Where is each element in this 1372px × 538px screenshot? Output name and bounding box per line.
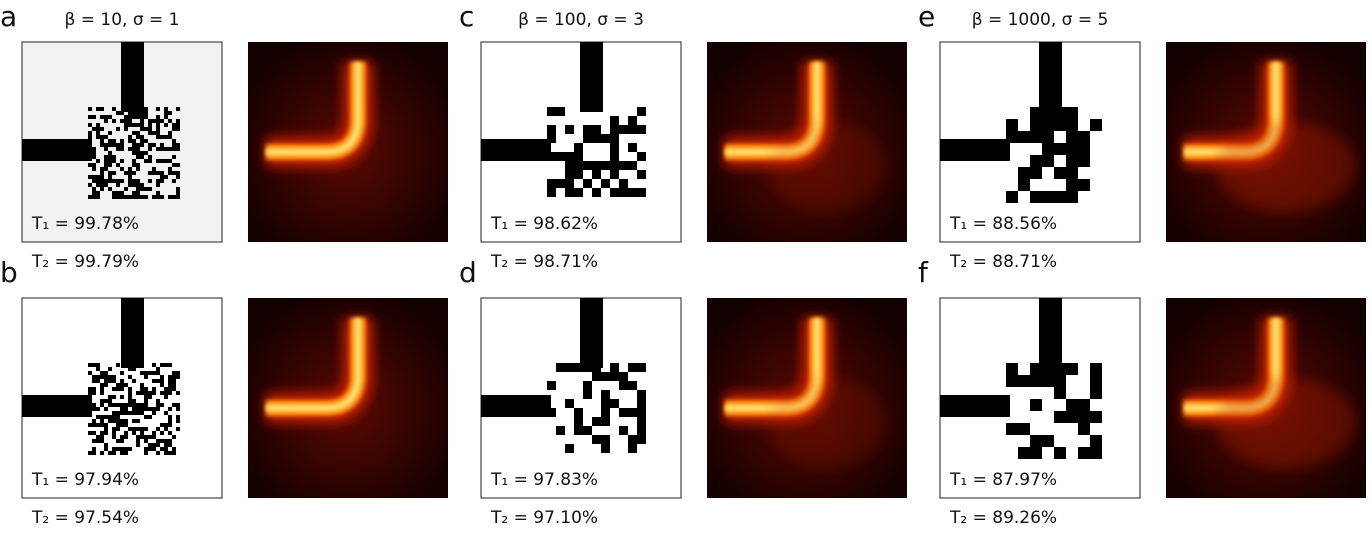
panel-label: f: [918, 256, 929, 289]
t1-label: T₁ = 99.78%: [31, 214, 139, 234]
panel-label: d: [459, 256, 477, 289]
t1-label: T₁ = 98.62%: [490, 214, 598, 234]
t2-label: T₂ = 98.71%: [490, 252, 598, 272]
panel-title: β = 10, σ = 1: [65, 10, 180, 30]
field-image: [248, 298, 448, 498]
field-image: [707, 298, 907, 498]
design-image: T₁ = 97.83%: [480, 297, 682, 499]
panel: b T₁ = 97.94% T₂ = 97.54%: [0, 256, 448, 528]
panel: a β = 10, σ = 1 T₁ = 99.78% T₂ = 99.79%: [0, 0, 448, 272]
t1-label: T₁ = 97.83%: [490, 470, 598, 490]
t1-label: T₁ = 87.97%: [949, 470, 1057, 490]
panel: e β = 1000, σ = 5 T₁ = 88.56% T₂ = 88.71%: [918, 0, 1366, 272]
panel-label: b: [0, 256, 18, 289]
t1-label: T₁ = 88.56%: [949, 214, 1057, 234]
t2-label: T₂ = 99.79%: [31, 252, 139, 272]
panel-title: β = 1000, σ = 5: [972, 10, 1109, 30]
panel: d T₁ = 97.83% T₂ = 97.10%: [459, 256, 907, 528]
field-image: [707, 42, 907, 242]
t2-label: T₂ = 97.10%: [490, 508, 598, 528]
panel-title: β = 100, σ = 3: [518, 10, 644, 30]
t1-label: T₁ = 97.94%: [31, 470, 139, 490]
design-image: T₁ = 98.62%: [480, 41, 682, 243]
panel: f T₁ = 87.97% T₂ = 89.26%: [918, 256, 1366, 528]
design-image: T₁ = 99.78%: [21, 41, 223, 243]
panel-label: c: [459, 0, 474, 33]
design-image: T₁ = 87.97%: [939, 297, 1141, 499]
field-image: [1166, 42, 1366, 242]
field-image: [248, 42, 448, 242]
design-image: T₁ = 88.56%: [939, 41, 1141, 243]
t2-label: T₂ = 88.71%: [949, 252, 1057, 272]
design-image: T₁ = 97.94%: [21, 297, 223, 499]
t2-label: T₂ = 89.26%: [949, 508, 1057, 528]
panel-label: e: [918, 0, 935, 33]
field-image: [1166, 298, 1366, 498]
panel-label: a: [0, 0, 17, 33]
panel: c β = 100, σ = 3 T₁ = 98.62% T₂ = 98.71%: [459, 0, 907, 272]
t2-label: T₂ = 97.54%: [31, 508, 139, 528]
